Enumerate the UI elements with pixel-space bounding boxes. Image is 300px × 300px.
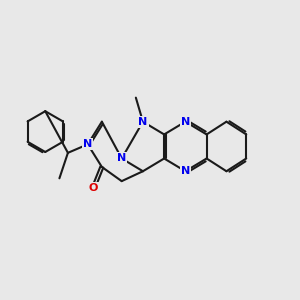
Text: N: N (181, 166, 190, 176)
Text: N: N (181, 117, 190, 127)
Text: N: N (83, 139, 92, 149)
Text: O: O (89, 183, 98, 193)
Text: N: N (117, 154, 126, 164)
Text: N: N (138, 117, 148, 127)
